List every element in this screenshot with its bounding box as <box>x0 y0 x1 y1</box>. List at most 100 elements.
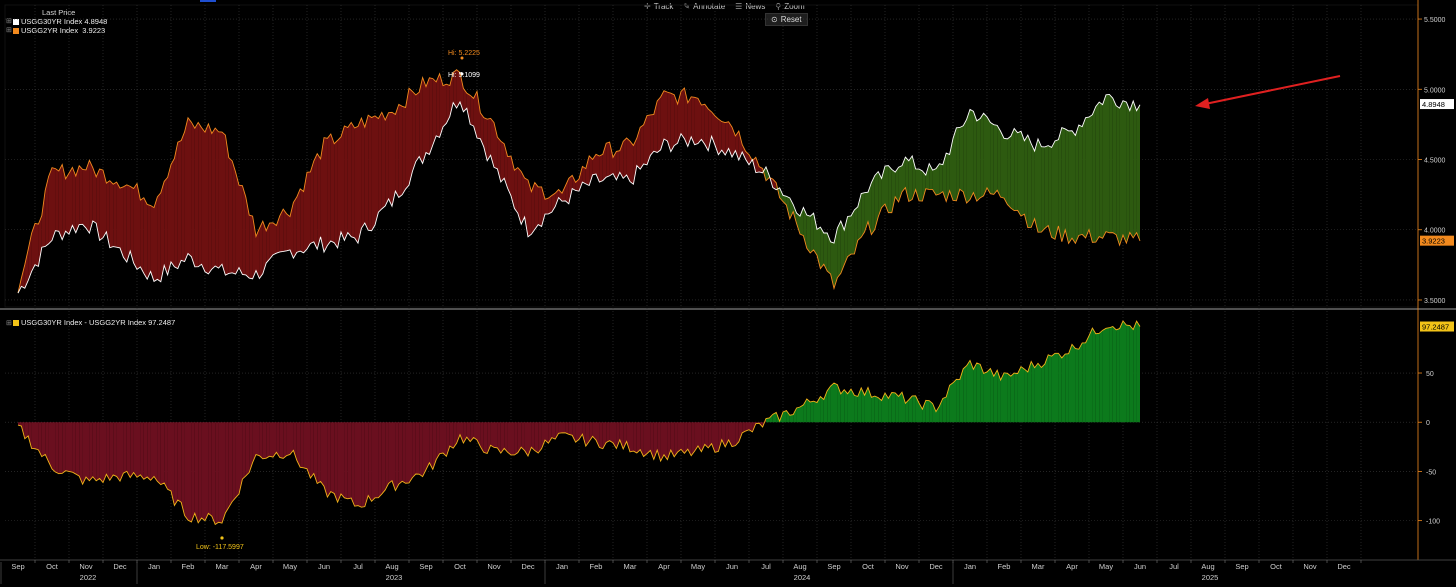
spread-positive-fill <box>847 389 851 423</box>
spread-positive-fill <box>929 400 933 423</box>
spread-positive-fill <box>810 401 814 423</box>
x-tick-label: Feb <box>182 562 195 571</box>
spread-negative-fill <box>582 422 586 447</box>
x-tick-label: Sep <box>1235 562 1248 571</box>
inversion-fill-segment <box>402 106 406 195</box>
inversion-fill-segment <box>429 77 433 155</box>
inversion-fill-segment <box>405 88 409 190</box>
inversion-fill-segment <box>745 151 749 165</box>
inversion-fill-segment <box>41 190 46 248</box>
inversion-fill-segment <box>320 137 324 253</box>
spread-negative-fill <box>558 422 562 434</box>
inversion-fill-segment <box>490 118 494 168</box>
legend-item-2yr[interactable]: ⊞ USGG2YR Index 3.9223 <box>6 26 107 35</box>
inversion-fill-segment <box>415 92 420 162</box>
spread-negative-fill <box>633 422 637 453</box>
spread-negative-fill <box>653 422 658 460</box>
inversion-fill-segment <box>422 77 426 164</box>
spread-negative-fill <box>45 422 49 462</box>
normal-fill-segment <box>983 113 987 196</box>
spread-positive-fill <box>861 387 865 423</box>
spread-negative-fill <box>691 422 695 456</box>
inversion-fill-segment <box>446 84 450 124</box>
zoom-button[interactable]: ⚲ Zoom <box>775 2 804 11</box>
spread-negative-fill <box>609 422 613 443</box>
inversion-fill-segment <box>538 186 542 227</box>
normal-fill-segment <box>959 125 964 192</box>
inversion-fill-segment <box>86 160 90 234</box>
legend-item-30yr[interactable]: ⊞ USGG30YR Index 4.8948 <box>6 17 107 26</box>
normal-fill-segment <box>874 171 879 230</box>
inversion-fill-segment <box>677 91 681 144</box>
bottom-legend[interactable]: ⊞ USGG30YR Index - USGG2YR Index 97.2487 <box>6 318 175 327</box>
inversion-fill-segment <box>568 175 573 204</box>
inversion-fill-segment <box>103 170 107 238</box>
spread-negative-fill <box>681 422 685 454</box>
normal-fill-segment <box>810 213 814 253</box>
inversion-fill-segment <box>626 138 630 182</box>
inversion-fill-segment <box>296 188 301 253</box>
inversion-fill-segment <box>181 131 185 262</box>
inversion-fill-segment <box>599 154 603 183</box>
inversion-fill-segment <box>21 264 25 289</box>
normal-fill-segment <box>1058 127 1062 242</box>
spread-negative-fill <box>303 422 307 469</box>
inversion-fill-segment <box>636 127 641 170</box>
normal-fill-segment <box>891 169 896 213</box>
reset-button[interactable]: ⊙ Reset <box>765 13 808 26</box>
normal-fill-segment <box>868 182 872 235</box>
annotate-button[interactable]: ✎ Annotate <box>683 2 725 11</box>
spread-negative-fill <box>174 422 178 506</box>
normal-fill-segment <box>922 170 926 202</box>
normal-fill-segment <box>1004 138 1008 205</box>
spread-negative-fill <box>103 422 107 483</box>
spread-negative-fill <box>228 422 233 508</box>
spread-negative-fill <box>511 422 515 455</box>
inversion-fill-segment <box>409 88 413 186</box>
inversion-fill-segment <box>116 182 120 248</box>
normal-fill-segment <box>908 155 913 202</box>
inversion-fill-segment <box>228 157 233 274</box>
inversion-fill-segment <box>171 158 175 267</box>
spread-positive-fill <box>1102 328 1106 423</box>
inversion-fill-segment <box>507 156 511 196</box>
spread-negative-fill <box>684 422 688 454</box>
spread-positive-fill <box>796 407 800 423</box>
inversion-fill-segment <box>154 196 158 282</box>
inversion-fill-segment <box>681 88 685 139</box>
normal-fill-segment <box>956 127 960 201</box>
news-button[interactable]: ☰ News <box>735 2 765 11</box>
inversion-fill-segment <box>38 215 42 267</box>
normal-fill-segment <box>1017 131 1021 217</box>
spread-negative-fill <box>647 422 651 454</box>
inversion-fill-segment <box>609 142 613 176</box>
spread-negative-fill <box>75 422 80 477</box>
inversion-fill-segment <box>133 183 137 270</box>
inversion-fill-segment <box>375 115 379 226</box>
inversion-fill-segment <box>650 114 654 156</box>
inversion-fill-segment <box>647 114 651 165</box>
annotate-label: Annotate <box>693 1 726 11</box>
spread-negative-fill <box>398 422 403 485</box>
inversion-fill-segment <box>218 131 222 269</box>
spread-positive-fill <box>1068 344 1072 423</box>
spread-negative-fill <box>120 422 124 482</box>
normal-fill-segment <box>1095 102 1100 243</box>
inversion-fill-segment <box>62 164 66 240</box>
spread-positive-fill <box>898 392 902 423</box>
x-tick-label: Jul <box>1169 562 1179 571</box>
inversion-fill-segment <box>711 111 715 146</box>
inversion-fill-segment <box>463 88 467 112</box>
normal-fill-segment <box>834 227 838 289</box>
spread-negative-fill <box>460 422 464 443</box>
normal-fill-segment <box>963 119 967 204</box>
inversion-fill-segment <box>307 171 311 250</box>
inversion-fill-segment <box>398 104 403 198</box>
spread-negative-fill <box>704 422 709 448</box>
normal-fill-segment <box>1055 139 1059 240</box>
normal-fill-segment <box>1010 128 1015 211</box>
y-tick-label: 0 <box>1426 420 1430 427</box>
inversion-fill-segment <box>477 91 481 139</box>
track-button[interactable]: ✛ Track <box>644 2 673 11</box>
